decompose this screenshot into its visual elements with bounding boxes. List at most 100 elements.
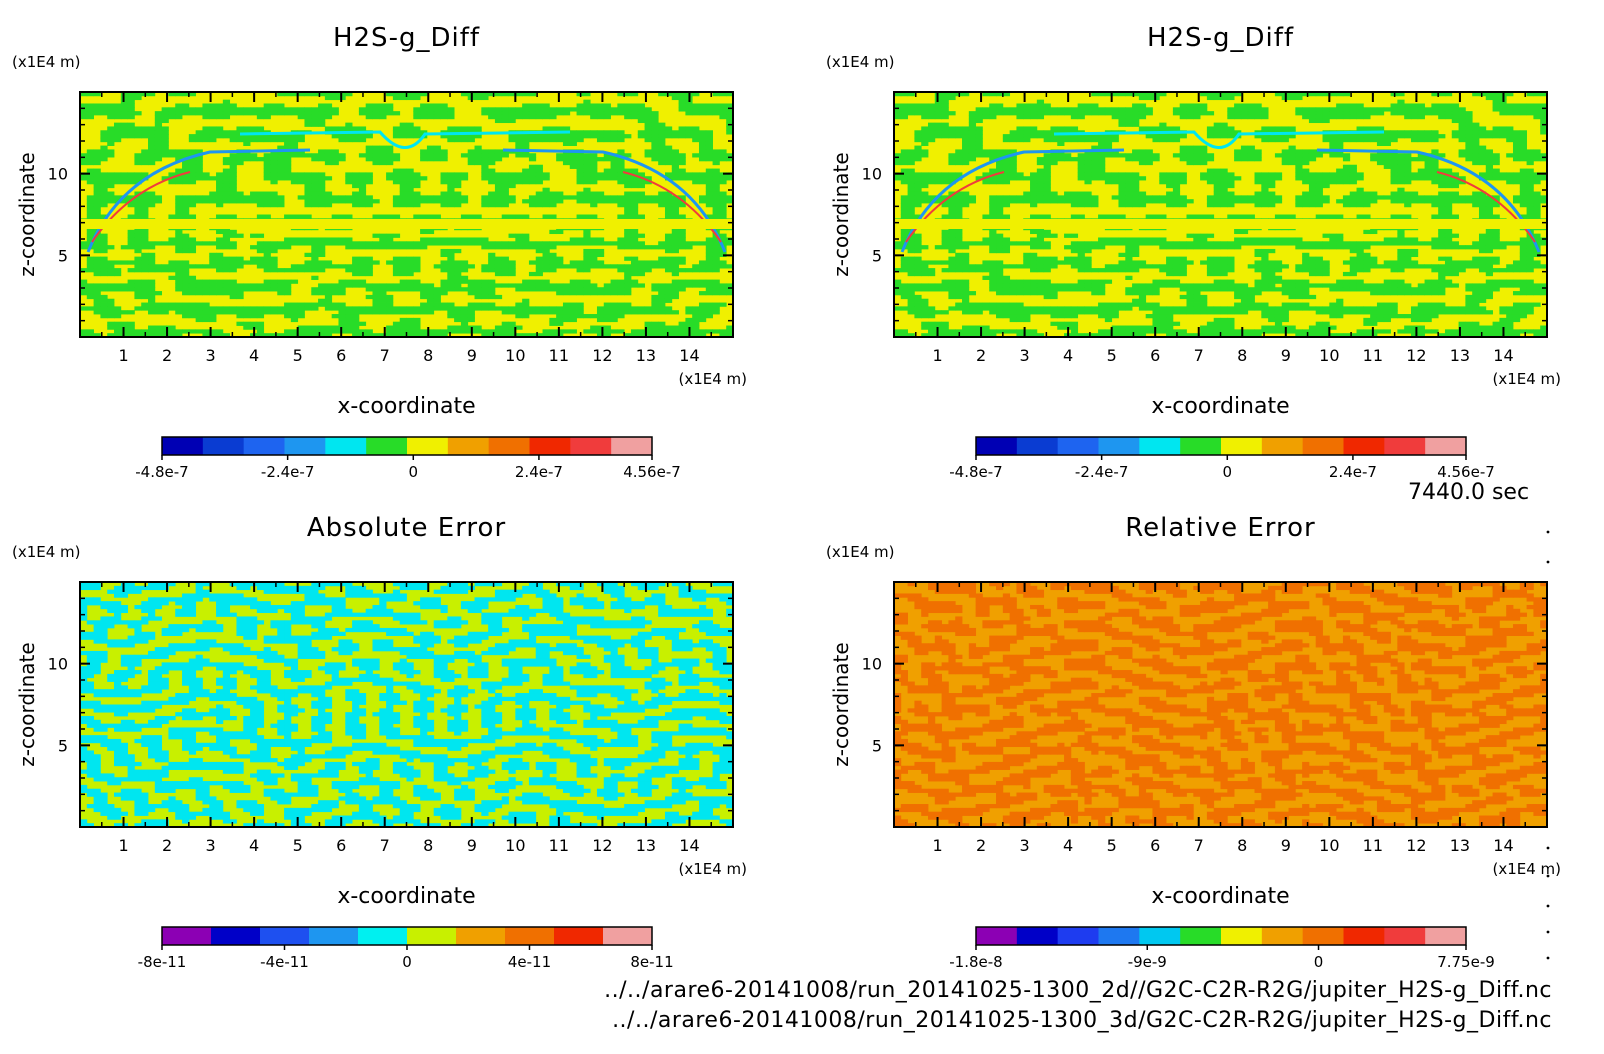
- field-cell: [1315, 114, 1323, 120]
- field-cell: [1540, 157, 1548, 162]
- field-cell: [263, 164, 271, 169]
- field-cell: [1512, 134, 1521, 139]
- field-cell: [236, 256, 244, 261]
- field-cell: [651, 199, 659, 204]
- field-cell: [209, 333, 217, 338]
- field-cell: [148, 137, 156, 143]
- field-cell: [494, 172, 503, 177]
- field-cell: [392, 111, 401, 116]
- field-cell: [352, 256, 360, 261]
- front-arc-left: [86, 148, 311, 253]
- field-cell: [1220, 176, 1228, 181]
- field-cell: [515, 237, 523, 242]
- field-cell: [93, 149, 101, 154]
- field-cell: [304, 172, 312, 177]
- field-cell: [420, 283, 428, 288]
- field-cell: [154, 130, 163, 135]
- field-cell: [318, 252, 326, 258]
- field-cell: [1261, 199, 1269, 204]
- field-cell: [1329, 233, 1337, 238]
- field-cell: [1084, 107, 1092, 112]
- field-cell: [93, 333, 101, 338]
- field-cell: [161, 153, 169, 158]
- field-cell: [134, 130, 142, 135]
- field-cell: [134, 172, 142, 177]
- field-cell: [318, 248, 326, 254]
- field-cell: [426, 195, 435, 200]
- field-cell: [141, 241, 149, 246]
- field-cell: [433, 153, 441, 158]
- field-cell: [352, 333, 360, 338]
- field-cell: [1036, 180, 1045, 185]
- field-cell: [1016, 137, 1024, 143]
- field-cell: [331, 126, 339, 131]
- field-cell: [447, 314, 455, 319]
- colorbar-tick-label: -4.8e-7: [135, 463, 188, 481]
- field-cell: [955, 210, 963, 215]
- field-cell: [705, 283, 713, 288]
- field-cell: [1084, 191, 1092, 196]
- field-cell: [243, 310, 251, 315]
- field-cell: [678, 245, 686, 250]
- field-cell: [914, 134, 922, 139]
- field-cell: [311, 114, 319, 120]
- field-cell: [175, 329, 183, 334]
- field-cell: [1030, 107, 1038, 112]
- field-cell: [182, 241, 190, 246]
- field-cell: [202, 126, 210, 131]
- field-cell: [894, 107, 902, 112]
- field-cell: [1417, 153, 1425, 158]
- field-cell: [1519, 137, 1527, 143]
- field-cell: [324, 153, 333, 158]
- field-cell: [345, 176, 353, 181]
- field-cell: [522, 298, 530, 303]
- field-cell: [692, 107, 700, 112]
- field-cell: [182, 107, 190, 112]
- field-cell: [141, 199, 149, 204]
- field-cell: [1091, 176, 1099, 181]
- field-cell: [1390, 137, 1398, 143]
- field-cell: [1070, 107, 1079, 112]
- field-cell: [263, 279, 271, 284]
- field-cell: [603, 325, 611, 330]
- field-cell: [562, 283, 571, 288]
- field-cell: [671, 287, 679, 292]
- field-cell: [236, 306, 244, 311]
- field-cell: [1465, 141, 1473, 146]
- field-cell: [209, 137, 217, 143]
- field-cell: [338, 134, 346, 139]
- field-cell: [399, 333, 407, 338]
- field-cell: [1274, 137, 1283, 143]
- field-cell: [413, 256, 421, 261]
- field-cell: [1526, 203, 1534, 208]
- field-cell: [481, 329, 489, 334]
- field-cell: [1417, 168, 1425, 173]
- field-cell: [1322, 233, 1330, 238]
- field-cell: [617, 134, 625, 139]
- field-cell: [1172, 172, 1181, 177]
- field-cell: [1098, 92, 1106, 97]
- field-cell: [1424, 137, 1432, 143]
- field-cell: [556, 126, 564, 131]
- field-cell: [188, 306, 197, 311]
- field-cell: [345, 325, 353, 330]
- field-cell: [907, 199, 915, 204]
- field-cell: [365, 310, 373, 315]
- field-cell: [1118, 111, 1126, 116]
- field-cell: [664, 233, 673, 238]
- field-cell: [467, 314, 475, 319]
- field-cell: [202, 114, 210, 120]
- field-cell: [494, 333, 503, 338]
- field-cell: [148, 195, 156, 200]
- field-cell: [1132, 180, 1140, 185]
- field-cell: [1036, 191, 1045, 196]
- field-cell: [989, 149, 997, 154]
- field-cell: [324, 298, 333, 303]
- field-cell: [481, 95, 489, 101]
- field-cell: [1145, 111, 1153, 116]
- field-cell: [583, 287, 591, 292]
- field-cell: [610, 241, 618, 246]
- field-cell: [542, 214, 550, 219]
- field-cell: [590, 256, 598, 261]
- field-cell: [379, 160, 387, 166]
